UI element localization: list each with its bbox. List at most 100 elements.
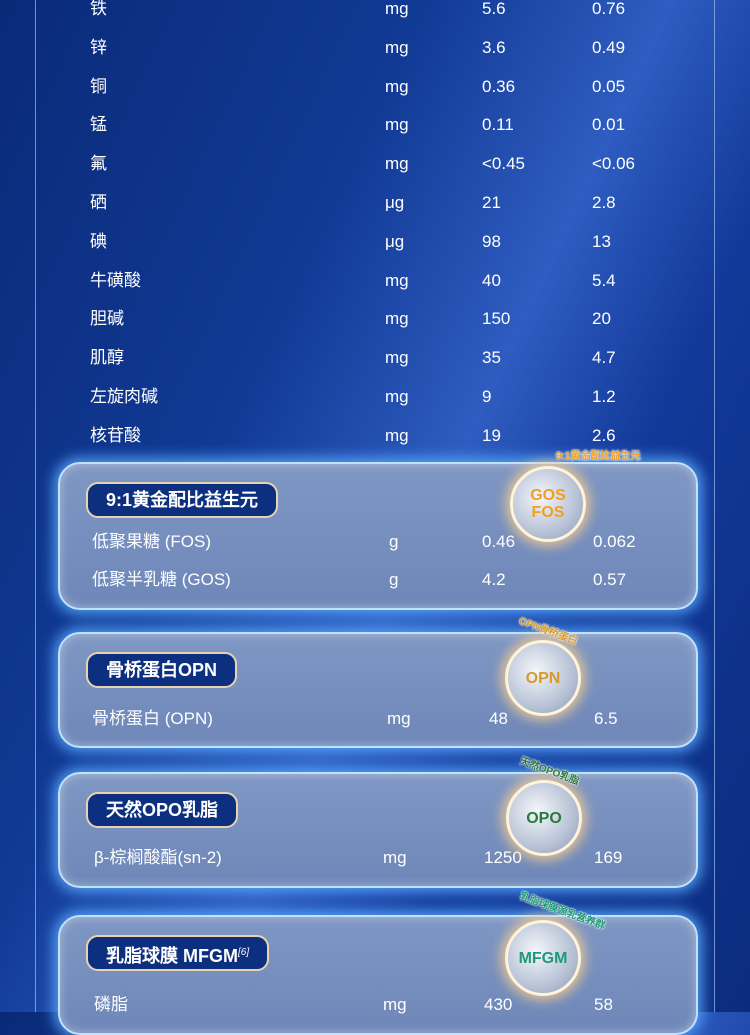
cell-v2: 0.49: [592, 37, 626, 57]
cell-name: 低聚半乳糖 (GOS): [92, 570, 231, 589]
table-row: 左旋肉碱 mg 9 1.2: [0, 385, 750, 409]
cell-v2: 0.062: [593, 532, 636, 551]
cell-unit: mg: [387, 709, 411, 728]
ingredient-badge-icon: OPO: [506, 780, 582, 856]
table-row: 肌醇 mg 35 4.7: [0, 346, 750, 370]
cell-name: 碘: [90, 231, 107, 251]
cell-name: 骨桥蛋白 (OPN): [92, 709, 213, 728]
cell-unit: mg: [383, 995, 407, 1014]
cell-name: 牛磺酸: [90, 270, 141, 290]
cell-v2: 2.6: [592, 425, 616, 445]
cell-unit: mg: [385, 348, 409, 368]
cell-v2: 2.8: [592, 193, 616, 212]
cell-v2: 13: [592, 231, 611, 251]
cell-unit: mg: [385, 115, 409, 135]
section-title: 骨桥蛋白OPN: [86, 652, 238, 688]
ingredient-badge-icon: GOS FOS: [510, 466, 586, 542]
cell-unit: mg: [385, 387, 409, 406]
table-row: 锰 mg 0.11 0.01: [0, 113, 750, 137]
cell-v1: 0.36: [482, 76, 516, 96]
badge-arc-text: 9:1黄金配比益生元: [556, 451, 641, 462]
badge-label: GOS: [530, 487, 566, 504]
table-row: 锌 mg 3.6 0.49: [0, 36, 750, 60]
cell-unit: mg: [385, 76, 409, 96]
cell-name: 核苷酸: [90, 425, 141, 445]
table-row: 胆碱 mg 150 20: [0, 307, 750, 331]
cell-name: 低聚果糖 (FOS): [92, 532, 211, 551]
section-title-text: 天然OPO乳脂: [106, 800, 219, 820]
cell-v1: 48: [489, 709, 508, 728]
cell-unit: g: [389, 532, 399, 551]
table-row: 骨桥蛋白 (OPN) mg 48 6.5: [2, 707, 750, 731]
cell-v1: 5.6: [482, 0, 506, 18]
table-row: 低聚果糖 (FOS) g 0.46 0.062: [2, 530, 750, 554]
cell-v1: 35: [482, 348, 501, 368]
cell-name: 磷脂: [94, 995, 128, 1014]
cell-v2: 0.76: [592, 0, 626, 18]
table-row: β-棕榈酸酯(sn-2) mg 1250 169: [2, 846, 750, 870]
cell-v1: 150: [482, 309, 511, 329]
cell-name: 铁: [90, 0, 107, 18]
cell-v1: 0.11: [482, 115, 514, 135]
cell-v1: <0.45: [482, 154, 526, 174]
cell-v1: 0.46: [482, 532, 516, 551]
section-title: 9:1黄金配比益生元: [86, 482, 279, 518]
cell-name: β-棕榈酸酯(sn-2): [94, 848, 222, 867]
cell-name: 硒: [90, 193, 107, 212]
ingredient-badge-icon: OPN: [505, 640, 581, 716]
badge-label: OPO: [526, 809, 562, 827]
cell-unit: mg: [385, 0, 409, 18]
ingredient-badge-icon: MFGM: [505, 920, 581, 996]
section-card: 骨桥蛋白OPN 骨桥蛋白 (OPN) mg 48 6.5: [58, 632, 698, 748]
cell-unit: mg: [385, 425, 409, 445]
cell-v2: 4.7: [592, 348, 616, 368]
section-title-text: 9:1黄金配比益生元: [106, 490, 259, 510]
cell-unit: mg: [385, 37, 409, 57]
cell-unit: μg: [385, 193, 405, 212]
cell-v1: 430: [484, 995, 513, 1014]
section-card: 9:1黄金配比益生元低聚果糖 (FOS) g 0.46 0.062 低聚半乳糖 (GOS…: [58, 462, 698, 610]
table-row: 碘 μg 98 13: [0, 230, 750, 254]
cell-v1: 3.6: [482, 37, 506, 57]
cell-name: 氟: [90, 154, 107, 174]
cell-name: 胆碱: [90, 309, 124, 329]
cell-unit: μg: [385, 231, 405, 251]
table-row: 硒 μg 21 2.8: [0, 191, 750, 215]
cell-unit: mg: [385, 154, 409, 174]
cell-name: 肌醇: [90, 348, 124, 368]
cell-unit: g: [389, 570, 399, 589]
table-row: 氟 mg <0.45 <0.06: [0, 152, 750, 176]
table-row: 低聚半乳糖 (GOS) g 4.2 0.57: [2, 568, 750, 592]
section-title-text: 骨桥蛋白OPN: [106, 660, 218, 680]
section-title-text: 乳脂球膜 MFGM: [106, 946, 238, 966]
cell-v2: 58: [594, 995, 613, 1014]
cell-unit: mg: [383, 848, 407, 867]
table-row: 铜 mg 0.36 0.05: [0, 75, 750, 99]
cell-v1: 40: [482, 270, 501, 290]
table-row: 铁 mg 5.6 0.76: [0, 0, 750, 21]
badge-label: OPN: [525, 669, 561, 687]
cell-name: 锰: [90, 115, 107, 135]
cell-v1: 4.2: [482, 570, 506, 589]
cell-v1: 9: [482, 387, 492, 406]
cell-v2: 0.57: [593, 570, 627, 589]
badge-label: FOS: [531, 504, 565, 521]
cell-v2: 169: [594, 848, 623, 867]
footnote-ref: [6]: [238, 947, 250, 958]
section-title: 天然OPO乳脂: [86, 792, 239, 828]
cell-v1: 1250: [484, 848, 522, 867]
cell-name: 铜: [90, 76, 107, 96]
table-frame: [35, 0, 715, 1012]
cell-v2: 1.2: [592, 387, 616, 406]
cell-v2: 5.4: [592, 270, 616, 290]
cell-unit: mg: [385, 270, 409, 290]
cell-v2: 20: [592, 309, 611, 329]
cell-v2: <0.06: [592, 154, 636, 174]
table-row: 核苷酸 mg 19 2.6: [0, 424, 750, 448]
badge-label: MFGM: [518, 949, 568, 967]
cell-unit: mg: [385, 309, 409, 329]
cell-v1: 19: [482, 425, 501, 445]
table-row: 牛磺酸 mg 40 5.4: [0, 269, 750, 293]
cell-v2: 0.05: [592, 76, 626, 96]
cell-v1: 98: [482, 231, 501, 251]
